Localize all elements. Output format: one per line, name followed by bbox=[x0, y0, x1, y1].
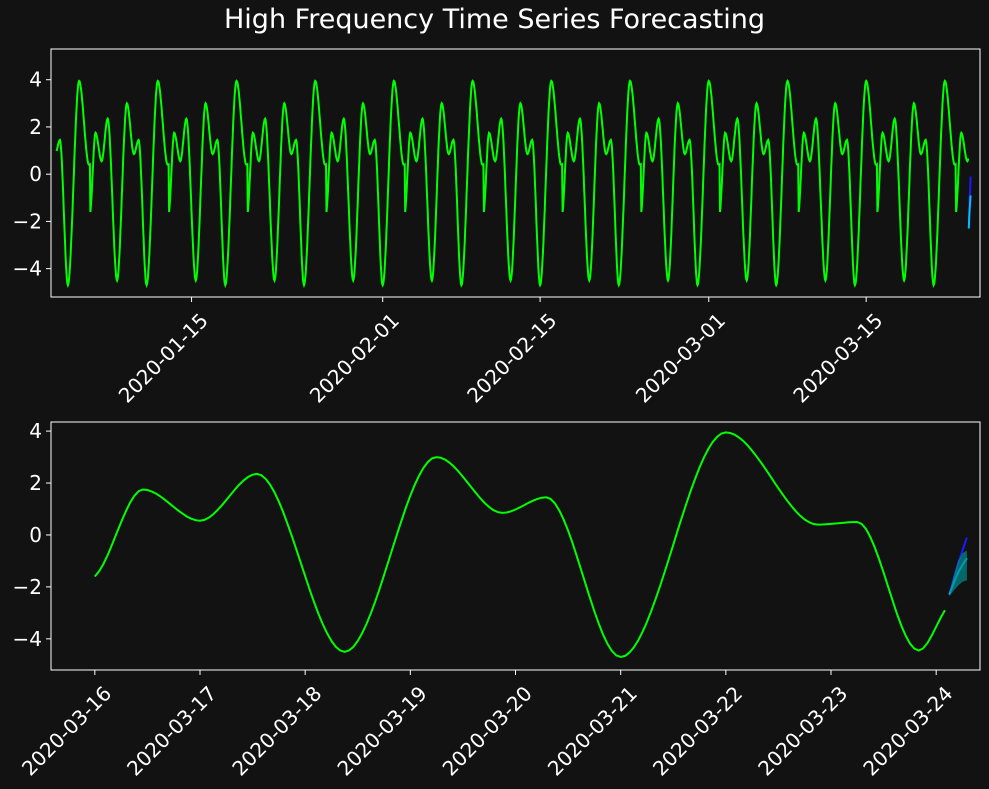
x-tick-label: 2020-02-01 bbox=[305, 308, 404, 407]
chart-panel-1: −4 −2 0 2 4 2020-01-15 2020-02-01 2020-02-15 202… bbox=[13, 48, 981, 407]
plot-area bbox=[55, 79, 972, 289]
y-tick-label: −2 bbox=[13, 209, 42, 233]
y-tick-label: 2 bbox=[29, 115, 42, 139]
forecast-line bbox=[967, 195, 972, 229]
x-tick-label: 2020-03-21 bbox=[543, 681, 642, 780]
x-tick-label: 2020-02-15 bbox=[462, 308, 561, 407]
x-tick-label: 2020-03-01 bbox=[631, 308, 730, 407]
x-tick-label: 2020-03-16 bbox=[17, 681, 116, 780]
figure-title: High Frequency Time Series Forecasting bbox=[224, 4, 765, 35]
x-tick-label: 2020-01-15 bbox=[114, 308, 213, 407]
y-tick-label: 4 bbox=[29, 68, 42, 92]
history-line bbox=[94, 431, 946, 659]
x-tick-label: 2020-03-24 bbox=[858, 681, 957, 780]
y-tick-label: 2 bbox=[29, 471, 42, 495]
x-tick-label: 2020-03-17 bbox=[122, 681, 221, 780]
axes-frame bbox=[50, 48, 981, 298]
x-tick-label: 2020-03-19 bbox=[332, 681, 431, 780]
y-tick-label: −2 bbox=[13, 575, 42, 599]
x-tick-label: 2020-03-20 bbox=[438, 681, 537, 780]
y-tick-label: 0 bbox=[29, 162, 42, 186]
y-tick-label: −4 bbox=[13, 257, 42, 281]
x-tick-label: 2020-03-15 bbox=[788, 308, 887, 407]
y-tick-label: −4 bbox=[13, 627, 42, 651]
axes-frame bbox=[50, 421, 981, 671]
y-tick-label: 0 bbox=[29, 523, 42, 547]
y-tick-label: 4 bbox=[29, 419, 42, 443]
x-tick-label: 2020-03-22 bbox=[648, 681, 747, 780]
x-tick-label: 2020-03-23 bbox=[753, 681, 852, 780]
x-tick-label: 2020-03-18 bbox=[227, 681, 326, 780]
history-line bbox=[55, 79, 970, 289]
confidence-band bbox=[949, 550, 967, 596]
plot-area bbox=[94, 431, 968, 659]
